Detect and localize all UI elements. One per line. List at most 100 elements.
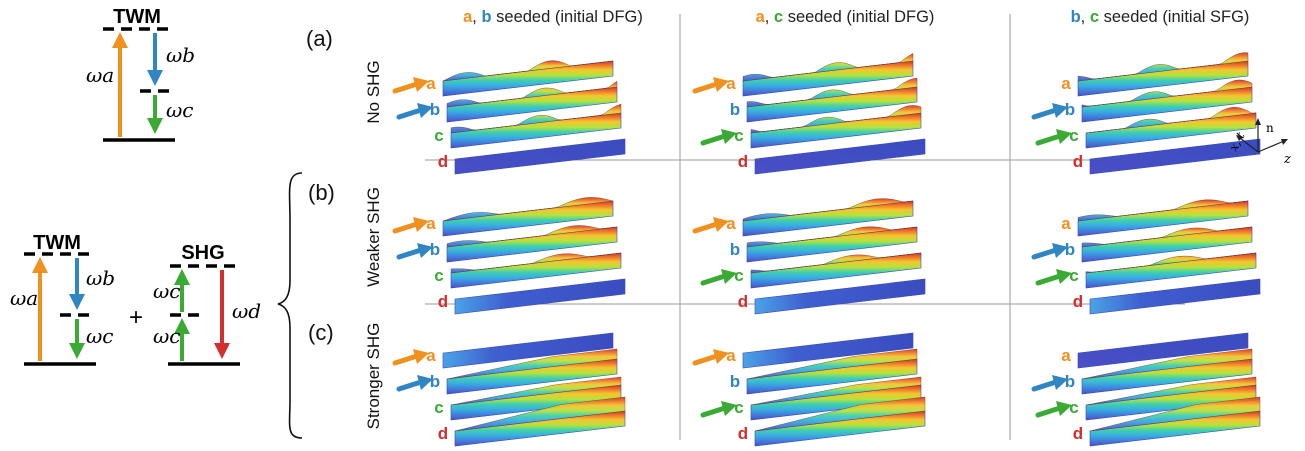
shg-arrow-d — [214, 270, 230, 359]
seed-arrow-c — [1035, 129, 1072, 146]
wave-strip-c — [450, 252, 622, 289]
wave-strip-b — [446, 80, 618, 123]
wave-label-d: d — [438, 292, 448, 311]
curly-brace — [277, 172, 303, 439]
column-header-2-sep: , — [765, 8, 770, 26]
seed-arrow-c — [700, 401, 737, 418]
wave-label-b: b — [430, 240, 440, 259]
bottom-twm-omega-a: ωa — [10, 286, 38, 310]
wave-strip-a — [442, 332, 614, 369]
top-twm-omega-b: ωb — [166, 43, 195, 67]
panel-label-b: (b) — [308, 180, 335, 205]
wave-strip-b — [746, 348, 918, 395]
wave-strip-d — [1089, 396, 1261, 447]
wave-label-a: a — [726, 346, 736, 365]
wave-strip-b — [1081, 348, 1253, 395]
column-header-3-rest: seeded (initial SFG) — [1099, 8, 1249, 26]
column-header-2: a, c seeded (initial DFG) — [756, 8, 935, 26]
shg-arrow-c-upper — [174, 269, 190, 312]
bottom-twm-omega-c: ωc — [86, 324, 114, 348]
wave-strip-b — [1081, 226, 1253, 263]
column-header-1-rest: seeded (initial DFG) — [492, 8, 643, 26]
row-label-1: No SHG — [364, 60, 383, 123]
wave-label-c: c — [1069, 126, 1078, 145]
seed-arrow-c — [1035, 401, 1072, 418]
wave-strip-c — [750, 376, 922, 421]
wave-strip-d — [754, 138, 926, 175]
wave-label-d: d — [738, 152, 748, 171]
wave-label-b: b — [730, 372, 740, 391]
row-label-2: Weaker SHG — [364, 187, 383, 287]
top-twm-arrow-b — [147, 33, 163, 86]
wave-label-b: b — [1065, 100, 1075, 119]
wave-strip-d — [454, 278, 626, 315]
wave-strip-a — [1077, 199, 1249, 237]
wave-strip-a — [1077, 332, 1249, 369]
wave-strip-d — [454, 138, 626, 175]
wave-label-b: b — [1065, 240, 1075, 259]
seed-arrow-c — [700, 129, 737, 146]
top-twm-arrow-a — [112, 32, 128, 137]
shg-arrow-c-lower — [174, 318, 190, 361]
column-header-1-seed1: a — [463, 8, 473, 26]
shg-omega-d: ωd — [232, 299, 261, 323]
column-header-2-seed2: c — [769, 8, 783, 26]
wave-strip-c — [750, 105, 922, 149]
seed-arrow-b — [396, 243, 433, 260]
panel-label-c: (c) — [308, 320, 334, 345]
column-header-1-seed2: b — [477, 8, 492, 26]
wave-label-b: b — [730, 240, 740, 259]
bottom-twm-omega-b: ωb — [86, 266, 115, 290]
bottom-twm-diagram: TWM ωa ωb ωc — [10, 232, 115, 366]
wave-label-b: b — [730, 100, 740, 119]
wave-strip-b — [1081, 79, 1253, 123]
column-headers: a, b seeded (initial DFG) a, c seeded (in… — [463, 8, 1249, 26]
wave-label-a: a — [1061, 74, 1071, 93]
wave-label-a: a — [1061, 346, 1071, 365]
wave-strip-a — [742, 332, 914, 369]
wave-strip-c — [450, 376, 622, 421]
seed-arrow-b — [1031, 103, 1068, 120]
wave-strip-c — [1085, 106, 1257, 149]
wave-strip-c — [750, 252, 922, 289]
wave-label-c: c — [434, 398, 443, 417]
wave-label-b: b — [430, 100, 440, 119]
wave-strip-c — [450, 103, 622, 149]
seed-arrow-b — [396, 103, 433, 120]
wave-label-a: a — [726, 214, 736, 233]
plus-sign: + — [129, 304, 143, 331]
wave-strip-a — [742, 53, 914, 97]
wave-strip-c — [1085, 252, 1257, 289]
wave-strip-a — [442, 60, 614, 97]
seed-arrow-b — [1031, 375, 1068, 392]
seed-arrow-c — [700, 269, 737, 286]
wave-label-c: c — [1069, 266, 1078, 285]
wave-strip-a — [442, 197, 614, 237]
seed-arrow-b — [396, 375, 433, 392]
top-twm-diagram: TWM ωa ωb ωc — [86, 6, 195, 142]
wave-label-c: c — [434, 126, 443, 145]
seed-arrow-c — [1035, 269, 1072, 286]
column-header-3-sep: , — [1081, 8, 1086, 26]
wave-label-d: d — [1073, 152, 1083, 171]
wave-label-c: c — [734, 398, 743, 417]
wave-label-b: b — [430, 372, 440, 391]
wave-strip-d — [454, 396, 626, 447]
top-twm-title: TWM — [113, 6, 161, 28]
wave-label-d: d — [1073, 424, 1083, 443]
wave-strip-d — [1089, 278, 1261, 315]
wave-label-a: a — [1061, 214, 1071, 233]
column-header-1: a, b seeded (initial DFG) — [463, 8, 643, 26]
wave-strip-d — [1089, 138, 1261, 175]
column-header-3: b, c seeded (initial SFG) — [1071, 8, 1250, 26]
shg-diagram: SHG ωc ωc ωd — [153, 242, 261, 366]
wave-strip-d — [754, 396, 926, 447]
